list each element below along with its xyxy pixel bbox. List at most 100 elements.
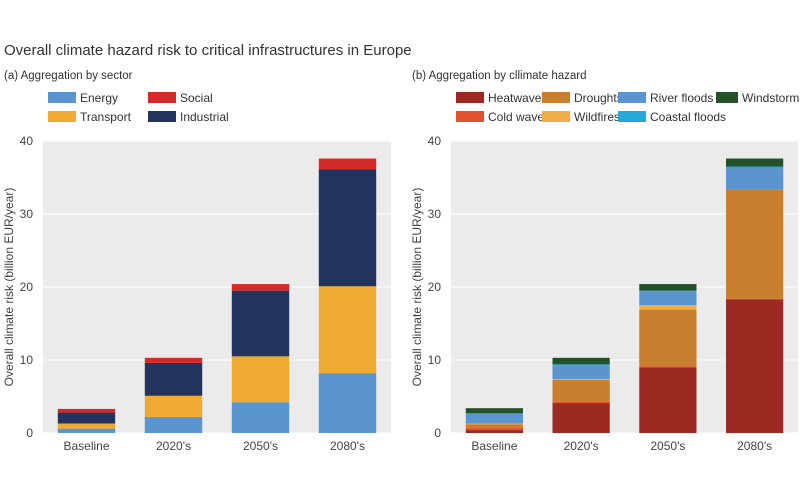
x-tick-label: 2080's: [330, 439, 365, 453]
legend-swatch-river-floods: [618, 92, 646, 103]
legend-label-energy: Energy: [80, 91, 119, 105]
bar-wildfires-baseline: [465, 423, 524, 425]
legend-item-river-floods: River floods: [618, 91, 713, 105]
legend-label-industrial: Industrial: [180, 110, 229, 124]
bar-social-2020-s: [144, 357, 203, 363]
x-tick-label: Baseline: [471, 439, 517, 453]
bar-energy-2080-s: [318, 373, 377, 433]
x-tick-label: 2050's: [243, 439, 278, 453]
bar-windstorms-2050-s: [639, 284, 697, 291]
legend-label-windstorms: Windstorms: [742, 91, 800, 105]
bar-industrial-2080-s: [318, 169, 377, 287]
bar-heatwaves-2080-s: [725, 299, 784, 433]
bar-cold-waves-2050-s: [639, 366, 697, 368]
y-tick-label: 0: [434, 426, 441, 440]
legend-label-heatwaves: Heatwaves: [488, 91, 548, 105]
legend-item-energy: Energy: [48, 91, 118, 105]
legend-label-cold-waves: Cold waves: [488, 110, 551, 124]
x-tick-label: 2020's: [156, 439, 191, 453]
legend-label-transport: Transport: [80, 110, 131, 124]
y-tick-label: 20: [20, 280, 34, 294]
bar-social-2050-s: [231, 284, 290, 291]
legend-label-droughts: Droughts: [574, 91, 623, 105]
y-tick-label: 30: [428, 207, 442, 221]
legend-swatch-transport: [48, 111, 76, 122]
bar-wildfires-2050-s: [639, 305, 697, 310]
bar-energy-2020-s: [144, 416, 203, 433]
y-axis-label: Overall climate risk (billion EUR/year): [2, 188, 16, 387]
legend-item-cold-waves: Cold waves: [456, 110, 550, 124]
page-title: Overall climate hazard risk to critical …: [4, 42, 412, 59]
bar-heatwaves-baseline: [465, 430, 524, 433]
legend-swatch-cold-waves: [456, 111, 484, 122]
panel-b-title: (b) Aggregation by cllimate hazard: [412, 70, 587, 82]
x-tick-label: 2050's: [650, 439, 685, 453]
y-tick-label: 10: [428, 353, 442, 367]
bar-transport-2050-s: [231, 356, 290, 403]
legend-label-river-floods: River floods: [650, 91, 714, 105]
bar-energy-baseline: [57, 428, 116, 433]
bar-transport-baseline: [57, 423, 116, 429]
bar-energy-2050-s: [231, 402, 290, 433]
y-tick-label: 40: [428, 134, 442, 148]
bar-heatwaves-2050-s: [639, 367, 697, 433]
x-tick-label: 2020's: [564, 439, 599, 453]
bar-transport-2080-s: [318, 286, 377, 374]
bar-droughts-baseline: [465, 424, 524, 428]
bar-cold-waves-baseline: [465, 427, 524, 431]
bar-droughts-2050-s: [639, 309, 697, 367]
legend-item-windstorms: Windstorms: [716, 91, 800, 105]
bar-industrial-2050-s: [231, 290, 290, 357]
legend-item-droughts: Droughts: [542, 91, 623, 105]
bar-river-floods-2050-s: [639, 291, 697, 306]
legend-swatch-energy: [48, 92, 76, 103]
legend-item-industrial: Industrial: [148, 110, 229, 124]
bar-river-floods-2080-s: [725, 168, 784, 190]
legend-item-coastal-floods: Coastal floods: [618, 110, 726, 124]
bar-industrial-baseline: [57, 412, 116, 424]
bar-river-floods-2020-s: [552, 365, 610, 379]
bar-windstorms-2080-s: [725, 158, 784, 167]
bar-coastal-floods-2080-s: [725, 166, 784, 169]
bar-wildfires-2020-s: [552, 378, 610, 380]
legend-item-wildfires: Wildfires: [542, 110, 620, 124]
bar-cold-waves-2020-s: [552, 401, 610, 404]
legend-swatch-social: [148, 92, 176, 103]
bar-coastal-floods-2050-s: [639, 290, 697, 292]
y-axis-label: Overall climate risk (billion EUR/year): [410, 188, 424, 387]
legend-label-coastal-floods: Coastal floods: [650, 110, 727, 124]
bar-droughts-2020-s: [552, 379, 610, 402]
bar-transport-2020-s: [144, 395, 203, 417]
y-tick-label: 30: [20, 207, 34, 221]
legend-item-transport: Transport: [48, 110, 131, 124]
panel-b-chart: 0 10 20 30 40 Overall climate risk (billion E…: [410, 134, 798, 453]
legend-swatch-industrial: [148, 111, 176, 122]
bar-social-2080-s: [318, 158, 377, 170]
legend-item-social: Social: [148, 91, 213, 105]
bar-windstorms-2020-s: [552, 357, 610, 365]
x-tick-label: 2080's: [737, 439, 772, 453]
legend-swatch-wildfires: [542, 111, 570, 122]
bar-heatwaves-2020-s: [552, 403, 610, 433]
legend-label-wildfires: Wildfires: [574, 110, 621, 124]
y-tick-label: 20: [428, 280, 442, 294]
legend-swatch-heatwaves: [456, 92, 484, 103]
bar-cold-waves-2080-s: [725, 298, 784, 300]
legend-swatch-windstorms: [716, 92, 738, 103]
panel-a-title: (a) Aggregation by sector: [4, 70, 133, 82]
bar-industrial-2020-s: [144, 362, 203, 396]
y-tick-label: 10: [20, 353, 34, 367]
bar-coastal-floods-baseline: [465, 413, 524, 415]
y-tick-label: 40: [20, 134, 34, 148]
bar-social-baseline: [57, 408, 116, 413]
panel-a-chart: 0 10 20 30 40 Overall climate risk (billion E…: [2, 134, 391, 453]
legend-swatch-coastal-floods: [618, 111, 646, 122]
bar-coastal-floods-2020-s: [552, 364, 610, 366]
legend-item-heatwaves: Heatwaves: [456, 91, 547, 105]
bar-river-floods-baseline: [465, 414, 524, 424]
x-tick-label: Baseline: [63, 439, 109, 453]
bar-windstorms-baseline: [465, 408, 524, 414]
bar-droughts-2080-s: [725, 189, 784, 299]
y-tick-label: 0: [26, 426, 33, 440]
